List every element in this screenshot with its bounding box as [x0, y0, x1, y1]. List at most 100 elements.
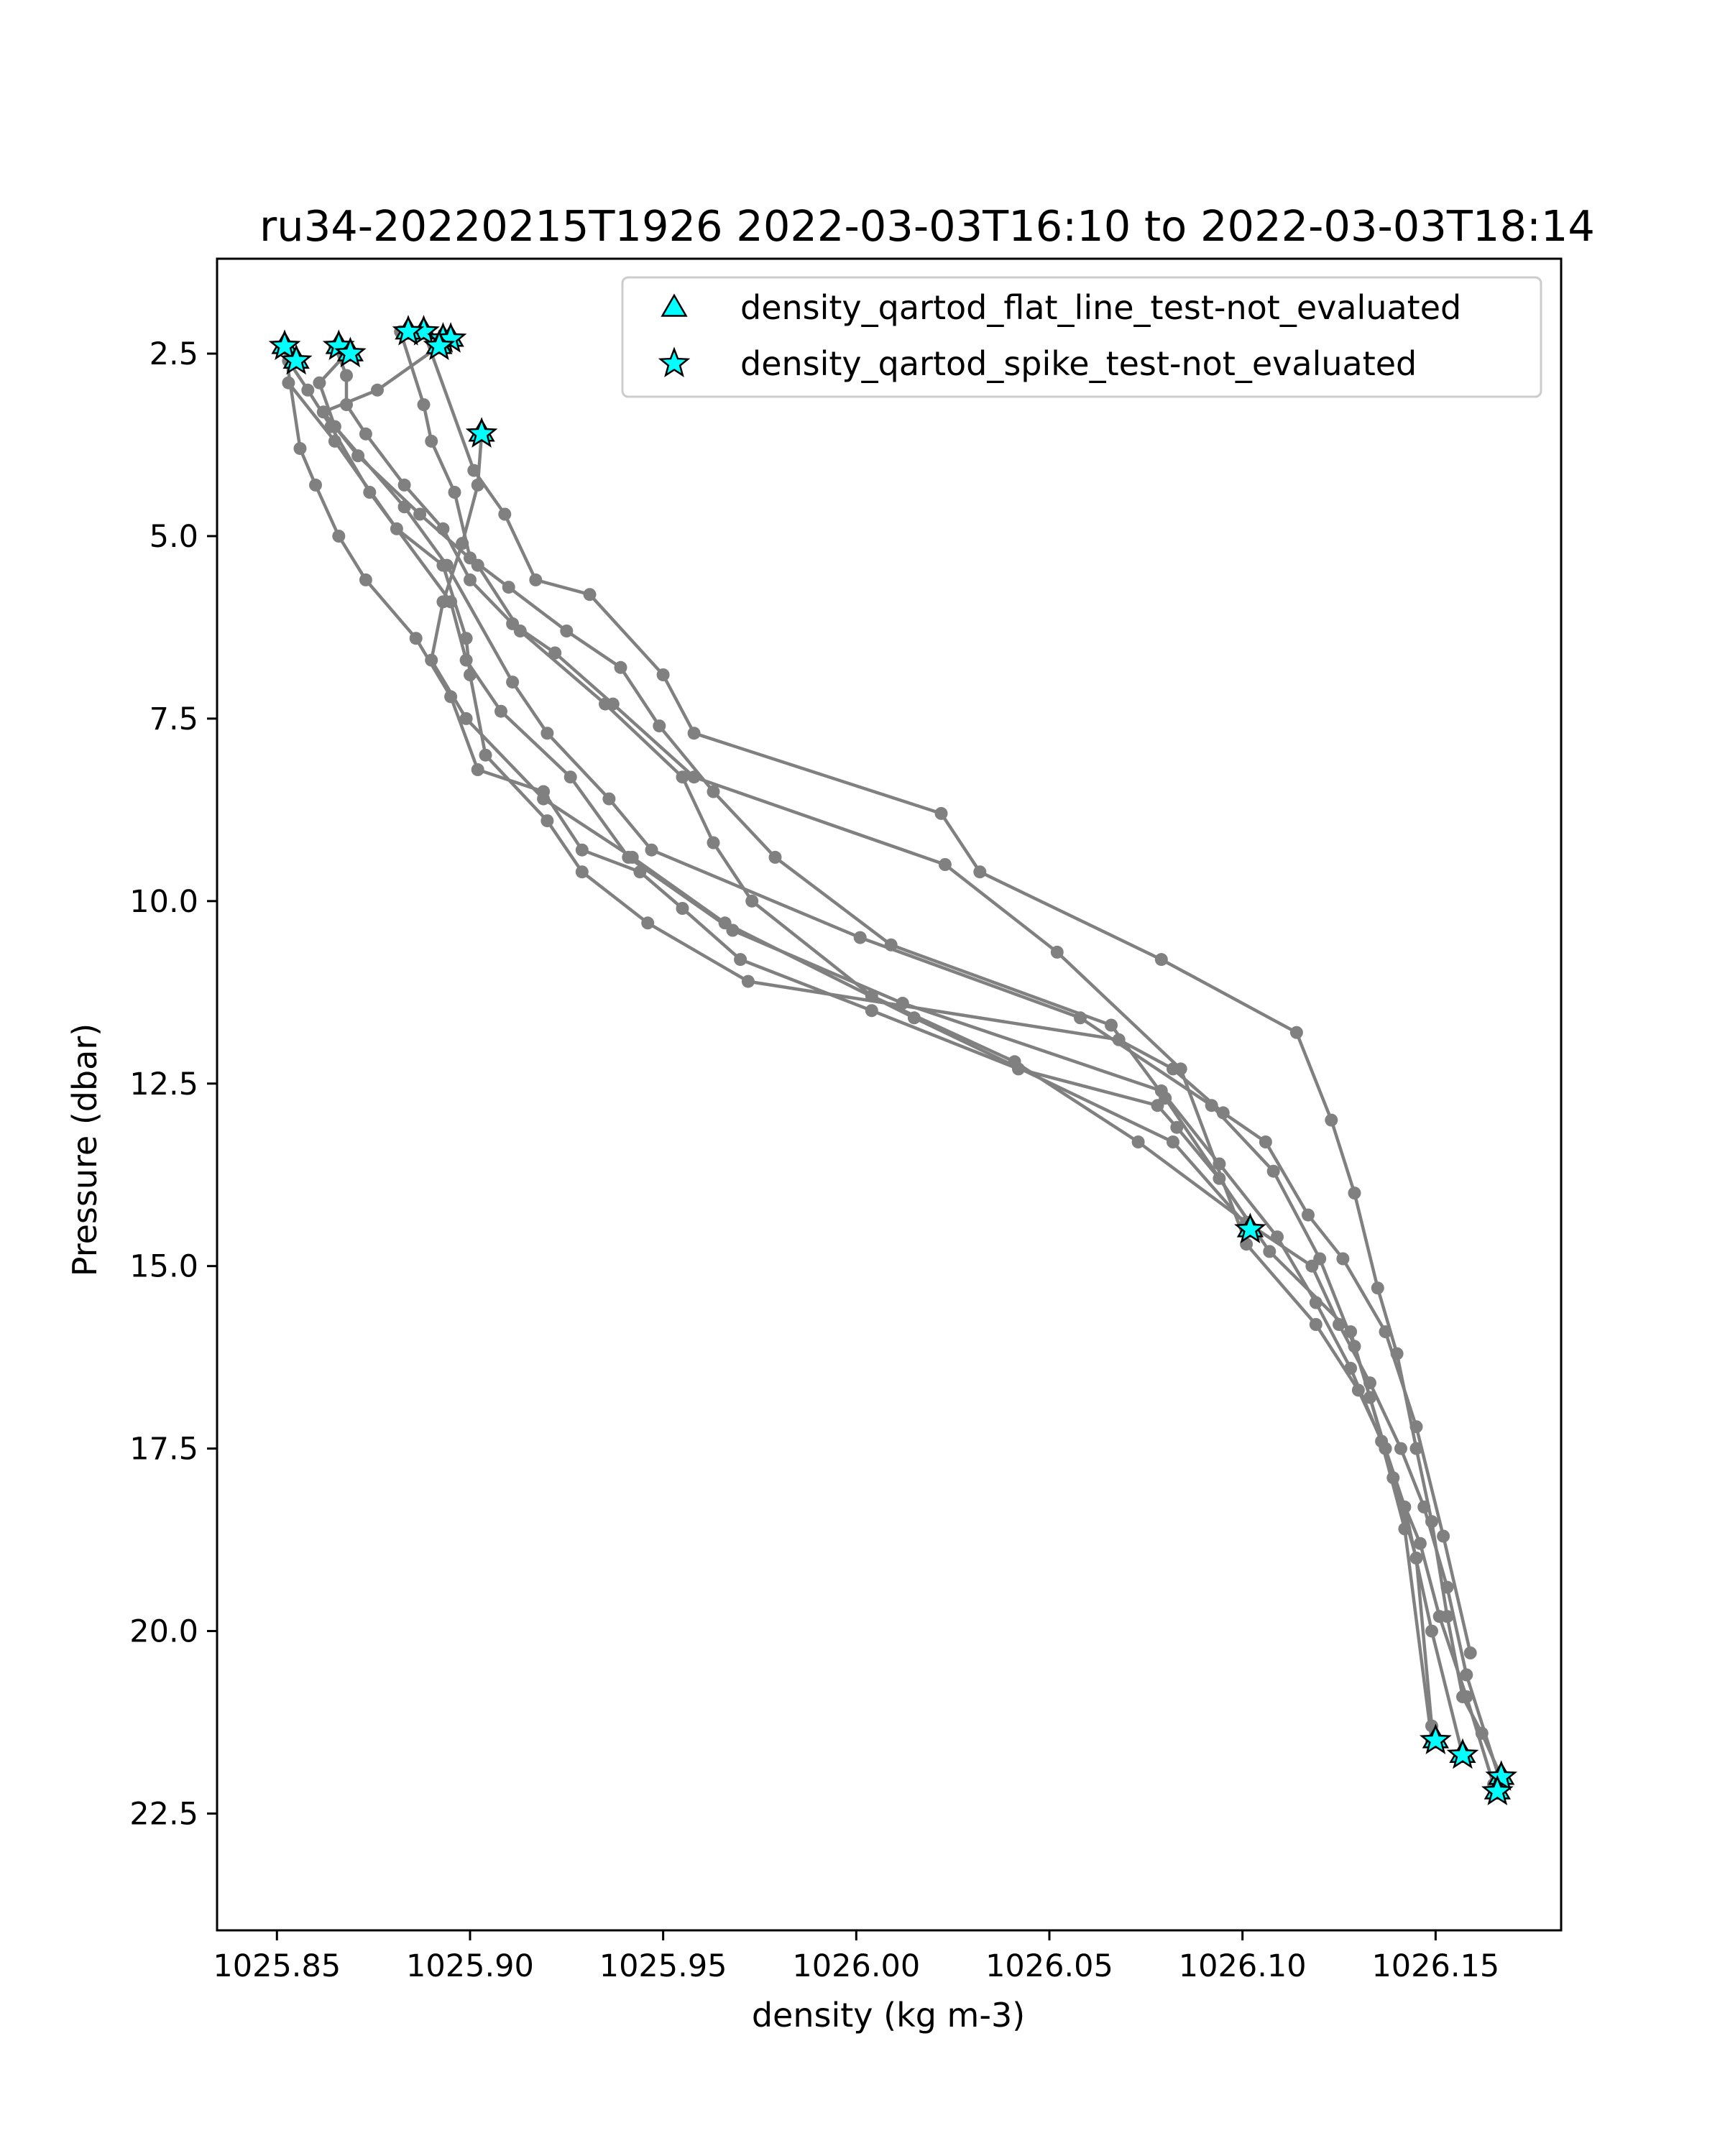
data-point [282, 376, 295, 390]
data-point [707, 836, 720, 849]
data-point [1460, 1690, 1473, 1703]
spike-flag-marker [423, 329, 456, 360]
data-point [332, 530, 346, 543]
data-point [502, 581, 515, 594]
y-tick-label: 22.5 [129, 1796, 198, 1832]
data-point [413, 507, 427, 521]
data-point [884, 938, 898, 952]
data-point [653, 719, 666, 733]
data-point [564, 770, 577, 784]
data-point [1131, 1135, 1145, 1148]
profile-4 [313, 347, 1438, 1733]
data-point [1398, 1500, 1412, 1514]
data-point [865, 1004, 878, 1018]
y-tick-label: 5.0 [150, 519, 198, 555]
data-point [1432, 1610, 1446, 1623]
spike-flag-marker [268, 329, 301, 360]
data-point [741, 975, 755, 988]
spike-flag-marker [1446, 1738, 1479, 1769]
x-tick-label: 1025.85 [213, 1948, 341, 1984]
data-point [397, 500, 411, 514]
data-point [548, 646, 562, 660]
data-point [459, 653, 473, 667]
data-point [1371, 1281, 1384, 1295]
y-tick-label: 2.5 [150, 336, 198, 372]
y-tick-label: 15.0 [129, 1249, 198, 1285]
data-point [676, 902, 689, 915]
data-point [448, 486, 461, 499]
data-point [1344, 1361, 1358, 1375]
data-point [768, 850, 782, 864]
data-point [1425, 1624, 1438, 1638]
data-point [734, 953, 748, 967]
data-point [409, 632, 423, 645]
data-point [540, 727, 554, 740]
flagged-points [268, 315, 1518, 1806]
y-tick-label: 10.0 [129, 884, 198, 920]
data-point [575, 843, 589, 857]
data-point [1050, 945, 1064, 959]
data-point [1437, 1529, 1450, 1543]
data-point [745, 894, 759, 908]
data-point [1348, 1340, 1361, 1353]
data-point [1463, 1646, 1477, 1659]
data-point [707, 785, 720, 798]
data-point [340, 369, 353, 382]
x-tick-label: 1026.00 [792, 1948, 920, 1984]
profile-line [318, 352, 1434, 1726]
y-tick-label: 20.0 [129, 1614, 198, 1650]
data-point [471, 763, 484, 776]
data-point [293, 442, 307, 456]
x-tick-label: 1025.95 [599, 1948, 727, 1984]
data-point [1394, 1442, 1407, 1455]
data-point [1313, 1252, 1327, 1266]
spike-flag-marker [392, 315, 425, 346]
data-point [425, 434, 438, 448]
data-point [540, 814, 554, 828]
data-point [328, 434, 341, 448]
y-tick-label: 7.5 [150, 701, 198, 737]
data-point [1159, 1092, 1172, 1105]
x-axis-label: density (kg m-3) [752, 1996, 1025, 2035]
data-point [340, 398, 353, 412]
x-tick-label: 1026.05 [985, 1948, 1113, 1984]
data-point [1333, 1318, 1346, 1331]
data-point [1325, 1113, 1338, 1127]
data-point [641, 916, 655, 930]
data-point [397, 478, 411, 492]
data-point [907, 1011, 921, 1025]
data-point [459, 632, 473, 645]
data-point [1348, 1187, 1361, 1200]
data-point [645, 843, 658, 857]
legend-label: density_qartod_flat_line_test-not_evalua… [740, 288, 1461, 327]
data-point [687, 727, 701, 740]
spike-flag-marker [280, 344, 313, 375]
data-point [301, 383, 315, 397]
data-point [1216, 1106, 1230, 1120]
data-point [464, 551, 477, 565]
data-point [1398, 1522, 1412, 1536]
data-point [718, 916, 732, 930]
legend-triangle-icon [661, 293, 688, 317]
data-point [602, 792, 616, 806]
y-axis-ticks: 2.5 5.0 7.5 10.0 12.5 15.0 17.5 20.0 22.5 [129, 336, 217, 1832]
data-point [1336, 1252, 1350, 1266]
data-point [359, 573, 372, 586]
x-tick-label: 1026.10 [1179, 1948, 1307, 1984]
data-point [459, 711, 473, 725]
data-point [309, 478, 322, 492]
data-point [359, 427, 372, 441]
x-tick-label: 1026.15 [1371, 1948, 1499, 1984]
data-point [506, 617, 520, 630]
data-point [436, 558, 450, 572]
spike-flag-marker [334, 336, 367, 368]
data-point [1263, 1245, 1276, 1258]
data-point [1417, 1500, 1431, 1514]
data-point [934, 806, 948, 820]
data-point [1205, 1099, 1218, 1112]
data-point [1154, 953, 1168, 967]
data-point [498, 507, 512, 521]
data-point [575, 865, 589, 879]
data-point [1266, 1164, 1280, 1178]
